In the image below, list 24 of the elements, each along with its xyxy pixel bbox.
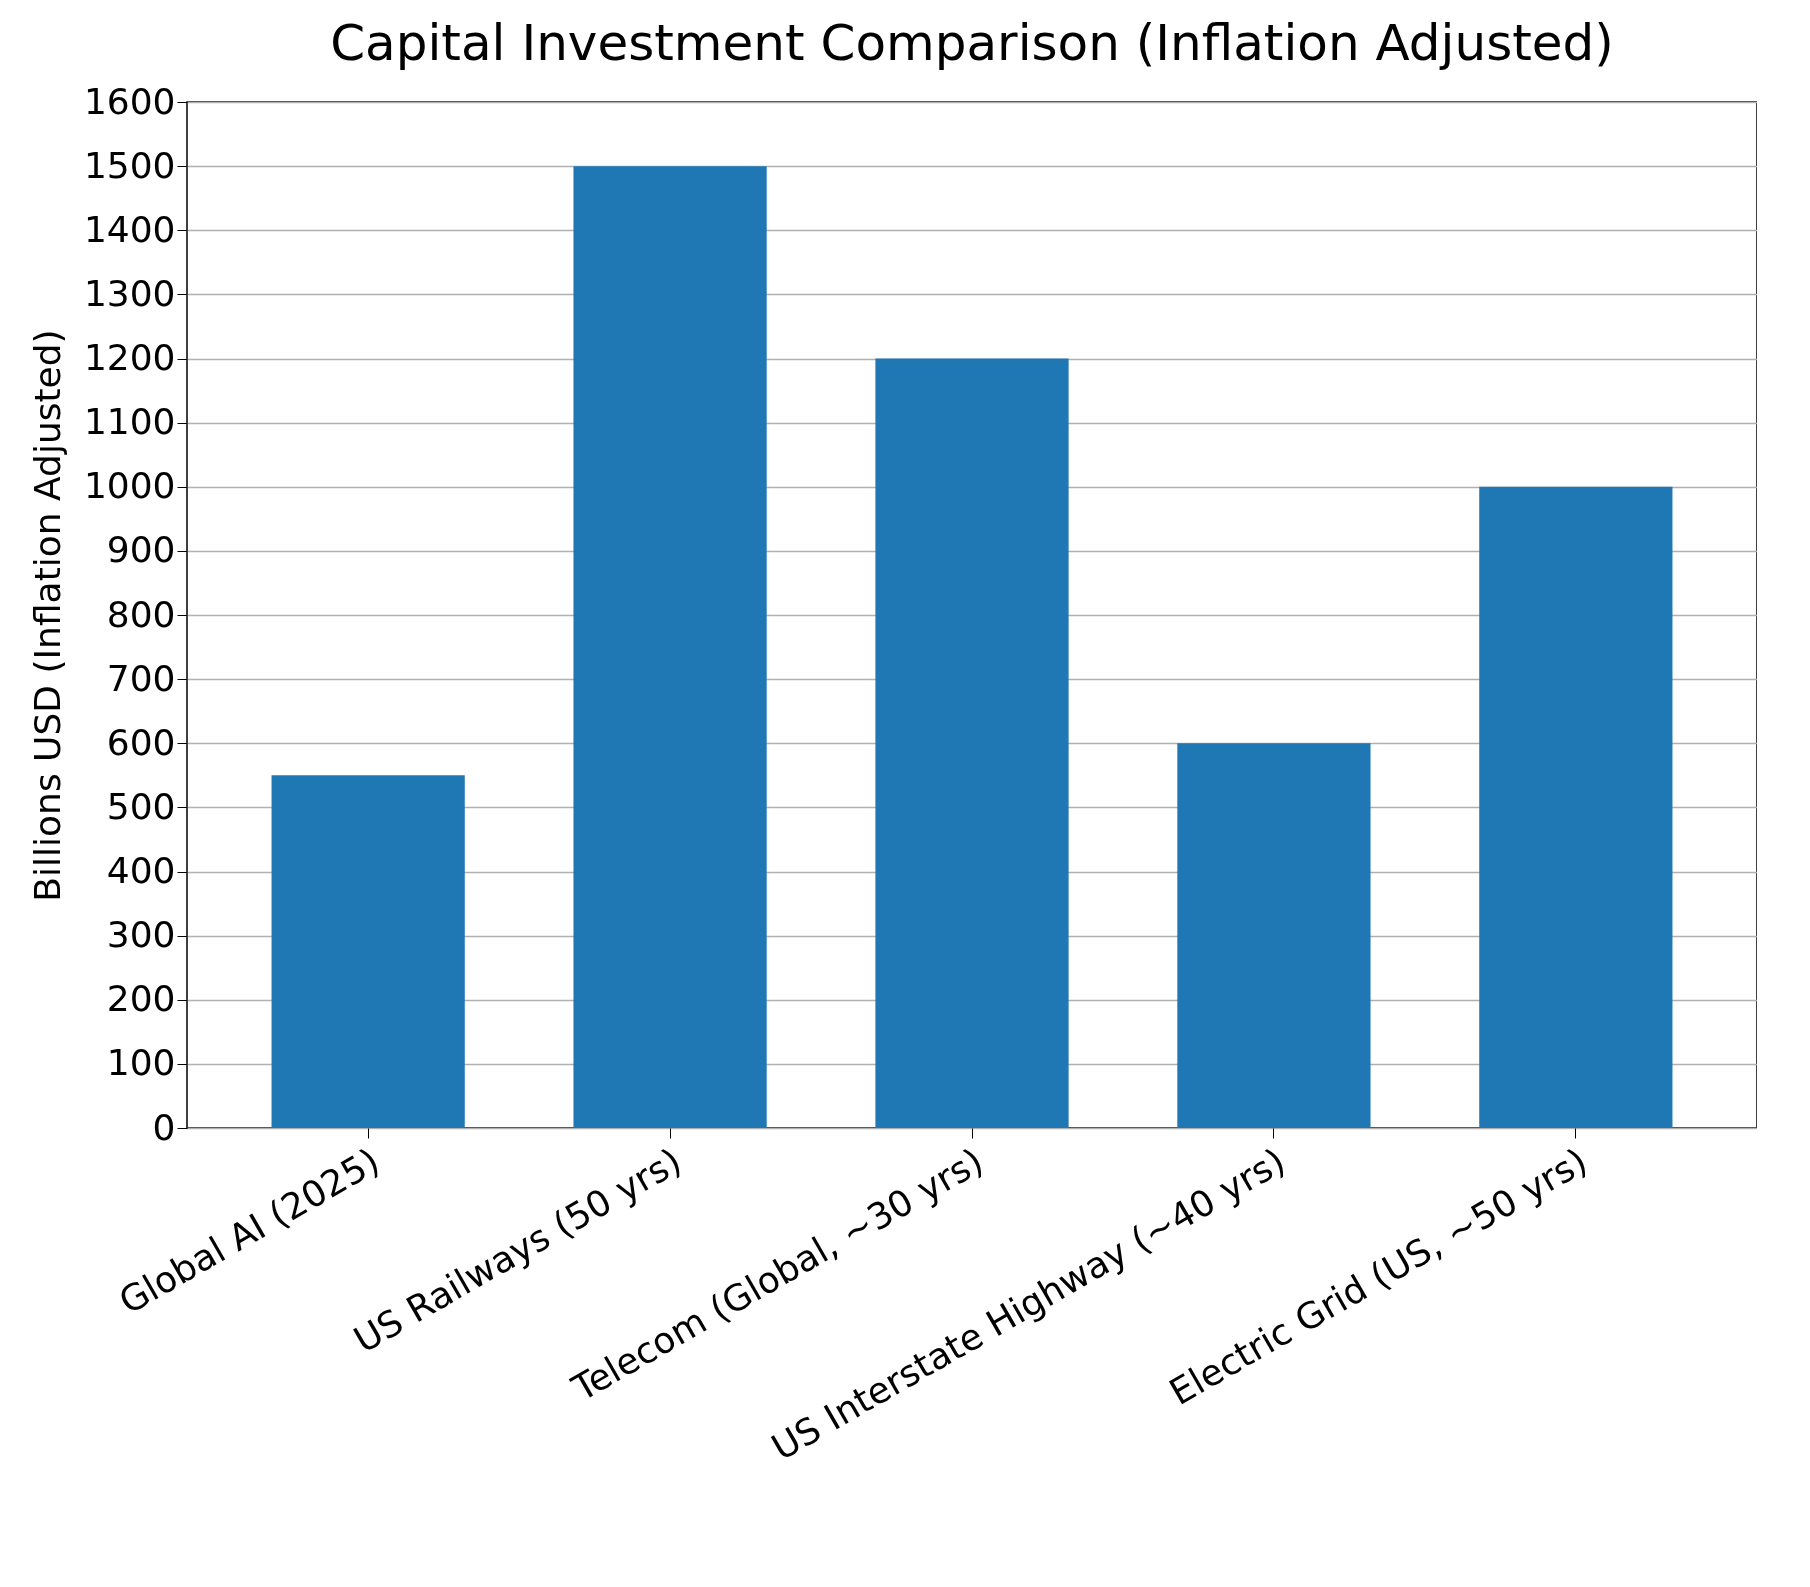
bar — [1479, 486, 1673, 1128]
y-tick-label: 500 — [106, 785, 176, 827]
y-tick-label: 1300 — [83, 272, 176, 314]
y-tick-label: 900 — [106, 529, 176, 571]
y-tick-label: 1500 — [83, 144, 176, 186]
y-tick-label: 1000 — [83, 465, 176, 507]
y-tick-label: 200 — [106, 978, 176, 1020]
y-axis-title: Billions USD (Inflation Adjusted) — [26, 329, 68, 902]
y-tick-label: 0 — [152, 1106, 176, 1148]
y-tick-label: 1400 — [83, 208, 176, 250]
y-tick-label: 400 — [106, 850, 176, 891]
y-tick-label: 800 — [106, 593, 176, 635]
y-tick-label: 1100 — [83, 401, 176, 443]
bar — [875, 358, 1069, 1128]
bar — [1177, 743, 1371, 1128]
y-tick-label: 700 — [106, 657, 176, 699]
bar — [271, 775, 465, 1128]
y-tick-label: 300 — [106, 914, 176, 956]
y-tick-label: 1200 — [83, 337, 176, 378]
y-tick-label: 100 — [106, 1042, 176, 1084]
y-tick-label: 1600 — [83, 80, 176, 122]
chart-title: Capital Investment Comparison (Inflation Adjusted) — [330, 14, 1614, 72]
y-tick-label: 600 — [106, 721, 176, 763]
bar — [573, 166, 767, 1128]
